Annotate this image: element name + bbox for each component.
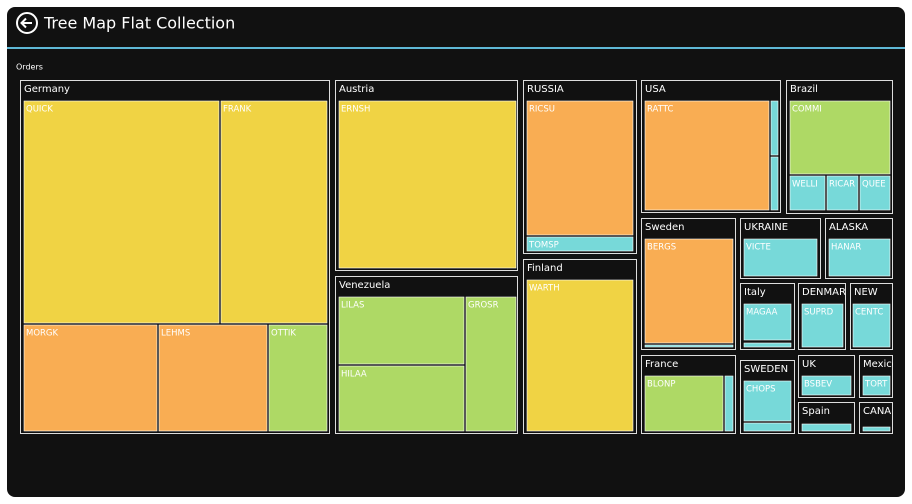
tile-label: LILAS bbox=[341, 301, 364, 311]
group: Mexico TORT bbox=[860, 356, 898, 398]
group-label: DENMAR bbox=[802, 287, 846, 298]
group: ALASKA HANAR bbox=[826, 219, 893, 279]
tile-label: RICSU bbox=[529, 105, 555, 115]
tile bbox=[645, 239, 733, 343]
tile bbox=[744, 343, 791, 347]
tile bbox=[645, 345, 733, 347]
group: NEW CENTC bbox=[851, 284, 893, 350]
tile-label: WELLI bbox=[792, 180, 818, 190]
tile bbox=[527, 101, 633, 235]
tile-label: LEHMS bbox=[161, 329, 190, 339]
group-label: Spain bbox=[802, 406, 830, 417]
tile bbox=[24, 101, 219, 323]
tile-label: SUPRD bbox=[804, 308, 834, 318]
tile-label: FRANK bbox=[223, 105, 252, 115]
group: Venezuela LILAS GROSR HILAA bbox=[336, 277, 518, 434]
tile-label: TORT bbox=[864, 380, 888, 390]
tile-label: CHOPS bbox=[746, 385, 776, 395]
group: DENMAR SUPRD bbox=[799, 284, 846, 350]
group: SWEDEN CHOPS bbox=[741, 361, 795, 434]
tile-label: ERNSH bbox=[341, 105, 370, 115]
tile-label: RICAR bbox=[829, 180, 855, 190]
tile bbox=[771, 101, 778, 155]
group-label: Italy bbox=[744, 287, 766, 298]
tile-label: GROSR bbox=[468, 301, 499, 311]
group-label: Brazil bbox=[790, 84, 818, 95]
group-label: Germany bbox=[24, 84, 70, 95]
group: USA RATTC bbox=[642, 81, 781, 213]
group: RUSSIA RICSU TOMSP bbox=[524, 81, 637, 254]
tile bbox=[725, 376, 733, 431]
tile-label: MORGK bbox=[26, 329, 59, 339]
tile-label: CENTC bbox=[855, 308, 883, 318]
group-label: Sweden bbox=[645, 222, 685, 233]
tile bbox=[802, 424, 851, 431]
tile-label: COMMI bbox=[792, 105, 822, 115]
group-label: NEW bbox=[854, 287, 878, 298]
tile bbox=[863, 427, 890, 431]
group-label: USA bbox=[645, 84, 666, 95]
header-rule bbox=[7, 47, 905, 49]
tile-label: HANAR bbox=[831, 243, 861, 253]
tile-label: QUEE bbox=[862, 180, 886, 190]
group-label: CANA bbox=[863, 406, 891, 417]
treemap-label: Orders bbox=[16, 63, 43, 72]
group-label: Mexico bbox=[863, 359, 898, 370]
group-label: UKRAINE bbox=[744, 222, 788, 233]
group: Finland WARTH bbox=[524, 260, 637, 434]
group-label: Finland bbox=[527, 263, 563, 274]
tile-label: WARTH bbox=[529, 284, 560, 294]
group: Austria ERNSH bbox=[336, 81, 518, 271]
tile bbox=[269, 325, 327, 431]
group-label: Austria bbox=[339, 84, 374, 95]
page-title: Tree Map Flat Collection bbox=[43, 14, 235, 33]
tile-label: RATTC bbox=[647, 105, 673, 115]
tile-label: BSBEV bbox=[804, 380, 832, 390]
group: CANA bbox=[860, 403, 893, 434]
tile bbox=[221, 101, 327, 323]
group: Italy MAGAA bbox=[741, 284, 795, 350]
group: Brazil COMMI WELLI RICAR QUEE bbox=[787, 81, 893, 214]
tile bbox=[159, 325, 267, 431]
tile-label: TOMSP bbox=[528, 241, 559, 251]
group: UK BSBEV bbox=[799, 356, 855, 398]
group: Sweden BERGS bbox=[642, 219, 736, 350]
tile-label: BERGS bbox=[647, 243, 676, 253]
tile bbox=[527, 280, 633, 431]
group: France BLONP bbox=[642, 356, 736, 434]
group: Germany QUICK FRANK MORGK LEHMS OTTIK bbox=[21, 81, 330, 434]
tile bbox=[771, 157, 778, 210]
group: UKRAINE VICTE bbox=[741, 219, 821, 279]
group-label: RUSSIA bbox=[527, 84, 564, 95]
tile-label: HILAA bbox=[341, 370, 367, 380]
tile-label: VICTE bbox=[746, 243, 771, 253]
tile bbox=[339, 101, 516, 268]
tile bbox=[466, 297, 516, 431]
tile bbox=[744, 423, 791, 431]
tile-label: QUICK bbox=[26, 105, 53, 115]
tile bbox=[645, 101, 769, 210]
group-label: ALASKA bbox=[829, 222, 868, 233]
tile-label: MAGAA bbox=[746, 308, 778, 318]
group-label: Venezuela bbox=[339, 280, 390, 291]
tile-label: OTTIK bbox=[271, 329, 296, 339]
group-label: UK bbox=[802, 359, 816, 370]
group: Spain bbox=[799, 403, 855, 434]
group-label: SWEDEN bbox=[744, 364, 788, 375]
tile bbox=[24, 325, 157, 431]
group-label: France bbox=[645, 359, 678, 370]
tile-label: BLONP bbox=[647, 380, 675, 390]
